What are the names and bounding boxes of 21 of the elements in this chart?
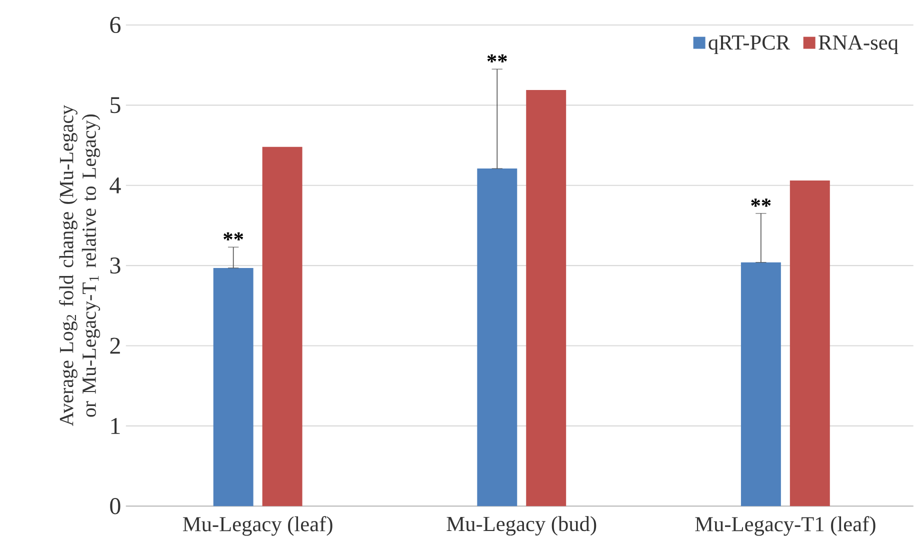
bar xyxy=(740,262,781,506)
legend-label: RNA-seq xyxy=(818,36,898,54)
annotation: ** xyxy=(224,232,244,241)
bar xyxy=(262,147,302,506)
y-tick-label: 2 xyxy=(110,338,120,354)
y-tick-label: 0 xyxy=(110,498,120,514)
y-tick-label: 3 xyxy=(110,258,120,274)
annotation: ** xyxy=(751,198,771,207)
y-tick-label: 5 xyxy=(110,97,120,114)
y-tick-label: 4 xyxy=(110,178,121,194)
y-tick-label: 6 xyxy=(110,17,121,34)
y-tick-label: 1 xyxy=(111,418,120,434)
x-tick-label: Mu-Legacy (bud) xyxy=(446,516,596,536)
legend-label: qRT-PCR xyxy=(708,36,790,54)
bar xyxy=(790,180,830,506)
bar xyxy=(477,168,518,506)
bar xyxy=(213,268,254,506)
bar xyxy=(526,90,566,506)
x-tick-label: Mu-Legacy (leaf) xyxy=(182,516,332,536)
x-tick-label: Mu-Legacy-T1 (leaf) xyxy=(695,516,876,536)
annotation: ** xyxy=(487,54,507,63)
